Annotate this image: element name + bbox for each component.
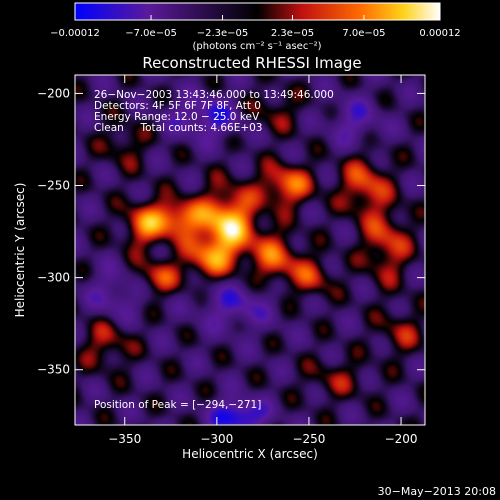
annotation-clean: Clean Total counts: 4.66E+03 [94,122,263,134]
x-tick-label: −200 [385,432,418,446]
colorbar-tick-label: −7.0e−05 [125,28,177,39]
footer-date: 30−May−2013 20:08 [378,485,496,498]
colorbar-tick-label: −0.00012 [50,28,100,39]
chart-title: Reconstructed RHESSI Image [142,54,361,72]
colorbar-tick-label: 2.3e−05 [271,28,314,39]
x-tick-label: −300 [200,432,233,446]
y-tick-label: −300 [37,271,70,285]
y-axis-label: Heliocentric Y (arcsec) [13,183,27,318]
colorbar-bar [75,3,440,20]
colorbar-tick-label: 0.00012 [419,28,460,39]
annotation-peak: Position of Peak = [−294,−271] [94,399,261,411]
y-tick-label: −350 [37,363,70,377]
colorbar-tick-label: −2.3e−05 [197,28,249,39]
x-tick-label: −350 [108,432,141,446]
x-tick-label: −250 [292,432,325,446]
colorbar-unit-label: (photons cm⁻² s⁻¹ asec⁻²) [192,41,321,52]
y-tick-label: −200 [37,86,70,100]
colorbar-tick-label: 7.0e−05 [342,28,385,39]
colorbar: −0.00012 −7.0e−05 −2.3e−05 2.3e−05 7.0e−05 0.… [50,3,461,52]
x-axis-label: Heliocentric X (arcsec) [182,447,318,461]
y-tick-label: −250 [37,179,70,193]
